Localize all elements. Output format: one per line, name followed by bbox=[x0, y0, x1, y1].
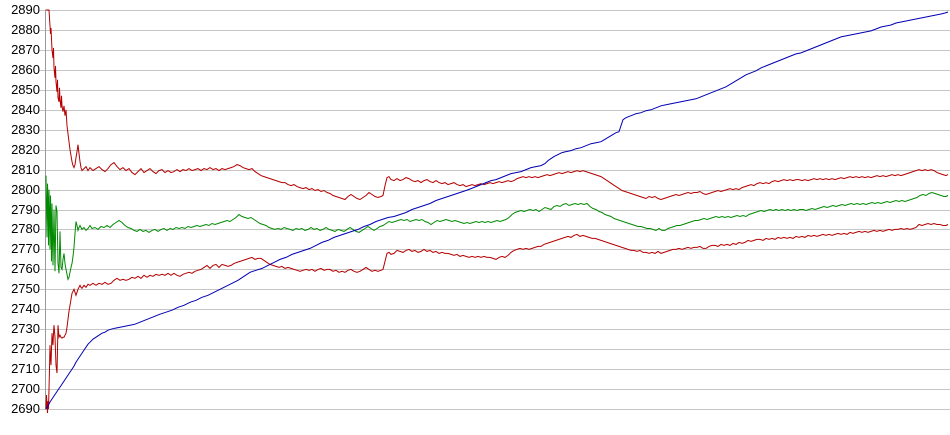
series-upper-band-red bbox=[46, 9, 949, 201]
y-axis-label: 2780 bbox=[11, 221, 40, 236]
y-axis-label: 2730 bbox=[11, 321, 40, 336]
y-axis-label: 2710 bbox=[11, 361, 40, 376]
y-axis-label: 2880 bbox=[11, 22, 40, 37]
series-lower-band-red bbox=[45, 222, 949, 414]
y-axis-label: 2760 bbox=[11, 261, 40, 276]
y-axis-label: 2720 bbox=[11, 341, 40, 356]
y-axis-label: 2750 bbox=[11, 281, 40, 296]
y-axis-label: 2740 bbox=[11, 301, 40, 316]
y-axis-label: 2790 bbox=[11, 202, 40, 217]
y-axis-label: 2870 bbox=[11, 42, 40, 57]
y-axis-label: 2770 bbox=[11, 241, 40, 256]
y-axis-label: 2810 bbox=[11, 162, 40, 177]
y-axis-label: 2890 bbox=[11, 2, 40, 17]
y-axis-label: 2690 bbox=[11, 401, 40, 416]
series-equity-curve-blue bbox=[45, 11, 949, 410]
y-axis-label: 2800 bbox=[11, 182, 40, 197]
series-mid-band-green bbox=[45, 175, 949, 281]
y-axis-label: 2830 bbox=[11, 122, 40, 137]
y-axis-label: 2820 bbox=[11, 142, 40, 157]
y-axis-label: 2850 bbox=[11, 82, 40, 97]
y-axis-label: 2700 bbox=[11, 381, 40, 396]
y-axis-label: 2860 bbox=[11, 62, 40, 77]
y-axis-label: 2840 bbox=[11, 102, 40, 117]
